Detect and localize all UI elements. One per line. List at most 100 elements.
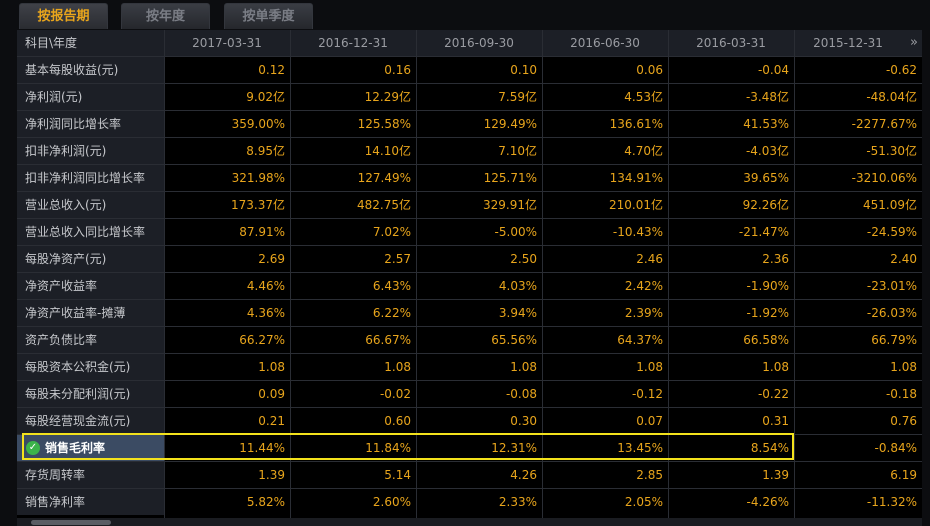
row-divider (17, 488, 922, 489)
value-cell: 0.10 (510, 63, 537, 77)
row-label-text: 营业总收入(元) (25, 198, 107, 212)
value-cell: 136.61% (609, 117, 663, 131)
column-divider (794, 30, 795, 518)
table-row[interactable]: 扣非净利润同比增长率 321.98% 127.49% 125.71% 134.91% 39… (17, 165, 922, 191)
period-header[interactable]: 2016-03-31 (668, 30, 794, 56)
value-cell: 173.37亿 (231, 198, 285, 212)
column-divider (164, 30, 165, 518)
tab-by-report-period[interactable]: 按报告期 (19, 3, 108, 29)
row-label: 每股净资产(元) (17, 246, 164, 272)
value-cell: 2.33% (498, 495, 537, 509)
table-row[interactable]: 销售净利率 5.82% 2.60% 2.33% 2.05% -4.26% -11.32% (17, 489, 922, 515)
value-cell: 1.08 (636, 360, 663, 374)
tab-by-quarter[interactable]: 按单季度 (224, 3, 313, 29)
value-cell: 39.65% (743, 171, 789, 185)
table-row[interactable]: 基本每股收益(元) 0.12 0.16 0.10 0.06 -0.04 -0.62 (17, 57, 922, 83)
row-divider (17, 353, 922, 354)
row-label-text: 每股资本公积金(元) (25, 360, 131, 374)
value-cell: 2.40 (890, 252, 917, 266)
value-cell: 66.67% (365, 333, 411, 347)
value-cell: 2.46 (636, 252, 663, 266)
value-cell: 12.31% (491, 441, 537, 455)
table-row[interactable]: 营业总收入(元) 173.37亿 482.75亿 329.91亿 210.01亿 92.2… (17, 192, 922, 218)
period-header[interactable]: 2015-12-31 (794, 30, 922, 56)
period-header[interactable]: 2016-06-30 (542, 30, 668, 56)
value-cell: -23.01% (866, 279, 917, 293)
value-cell: 2.50 (510, 252, 537, 266)
value-cell: 0.76 (890, 414, 917, 428)
value-cell: 7.59亿 (498, 90, 537, 104)
table-row[interactable]: 每股未分配利润(元) 0.09 -0.02 -0.08 -0.12 -0.22 -0.18 (17, 381, 922, 407)
row-label-text: 扣非净利润同比增长率 (25, 171, 146, 185)
period-header[interactable]: 2017-03-31 (164, 30, 290, 56)
row-divider (17, 326, 922, 327)
table-row[interactable]: 每股经营现金流(元) 0.21 0.60 0.30 0.07 0.31 0.76 (17, 408, 922, 434)
value-cell: 1.08 (384, 360, 411, 374)
scrollbar-thumb[interactable] (31, 520, 111, 525)
value-cell: 14.10亿 (364, 144, 411, 158)
value-cell: -24.59% (866, 225, 917, 239)
row-label-text: 净资产收益率-摊薄 (25, 306, 126, 320)
tab-bar: 按报告期 按年度 按单季度 (0, 0, 930, 30)
value-cell: -0.62 (885, 63, 917, 77)
row-label: 扣非净利润(元) (17, 138, 164, 164)
value-cell: 8.54% (750, 441, 789, 455)
value-cell: -3.48亿 (745, 90, 789, 104)
value-cell: 482.75亿 (357, 198, 411, 212)
horizontal-scrollbar[interactable] (17, 518, 922, 526)
value-cell: 0.07 (636, 414, 663, 428)
double-chevron-right-icon[interactable]: » (910, 35, 918, 50)
table-row[interactable]: 扣非净利润(元) 8.95亿 14.10亿 7.10亿 4.70亿 -4.03亿 -51.3… (17, 138, 922, 164)
value-cell: -1.90% (746, 279, 789, 293)
value-cell: 2.05% (624, 495, 663, 509)
value-cell: 127.49% (357, 171, 411, 185)
value-cell: 4.70亿 (624, 144, 663, 158)
row-divider (17, 407, 922, 408)
value-cell: -5.00% (494, 225, 537, 239)
value-cell: 11.84% (365, 441, 411, 455)
value-cell: 0.06 (636, 63, 663, 77)
value-cell: -26.03% (866, 306, 917, 320)
value-cell: 66.27% (239, 333, 285, 347)
value-cell: -3210.06% (851, 171, 917, 185)
value-cell: 92.26亿 (742, 198, 789, 212)
value-cell: 3.94% (498, 306, 537, 320)
value-cell: 125.58% (357, 117, 411, 131)
table-row-highlighted[interactable]: ✓ 销售毛利率 11.44% 11.84% 12.31% 13.45% 8.54% -0.84… (17, 435, 922, 461)
table-row[interactable]: 每股资本公积金(元) 1.08 1.08 1.08 1.08 1.08 1.08 (17, 354, 922, 380)
table-row[interactable]: 净资产收益率-摊薄 4.36% 6.22% 3.94% 2.39% -1.92% -26.0… (17, 300, 922, 326)
value-cell: 2.60% (372, 495, 411, 509)
period-header[interactable]: 2016-09-30 (416, 30, 542, 56)
column-divider (290, 30, 291, 518)
table-row[interactable]: 存货周转率 1.39 5.14 4.26 2.85 1.39 6.19 (17, 462, 922, 488)
row-divider (17, 110, 922, 111)
value-cell: 321.98% (231, 171, 285, 185)
table-row[interactable]: 净利润同比增长率 359.00% 125.58% 129.49% 136.61% 41.5… (17, 111, 922, 137)
value-cell: 5.82% (246, 495, 285, 509)
row-divider (17, 137, 922, 138)
value-cell: -4.03亿 (745, 144, 789, 158)
table-row[interactable]: 资产负债比率 66.27% 66.67% 65.56% 64.37% 66.58% 66.7… (17, 327, 922, 353)
value-cell: 4.03% (498, 279, 537, 293)
value-cell: 41.53% (743, 117, 789, 131)
tab-by-year[interactable]: 按年度 (121, 3, 210, 29)
row-label: 扣非净利润同比增长率 (17, 165, 164, 191)
table-row[interactable]: 净利润(元) 9.02亿 12.29亿 7.59亿 4.53亿 -3.48亿 -48.04亿 (17, 84, 922, 110)
table-row[interactable]: 每股净资产(元) 2.69 2.57 2.50 2.46 2.36 2.40 (17, 246, 922, 272)
check-circle-icon: ✓ (26, 441, 40, 455)
value-cell: -0.84% (874, 441, 917, 455)
row-divider (17, 272, 922, 273)
value-cell: 2.57 (384, 252, 411, 266)
table-row[interactable]: 净资产收益率 4.46% 6.43% 4.03% 2.42% -1.90% -23.01% (17, 273, 922, 299)
row-label-text: 基本每股收益(元) (25, 63, 119, 77)
value-cell: 0.09 (258, 387, 285, 401)
value-cell: 8.95亿 (246, 144, 285, 158)
value-cell: 210.01亿 (609, 198, 663, 212)
value-cell: 4.46% (246, 279, 285, 293)
period-header[interactable]: 2016-12-31 (290, 30, 416, 56)
financial-data-grid: 科目\年度 2017-03-31 2016-12-31 2016-09-30 2016-… (17, 30, 922, 518)
header-label: 科目\年度 (17, 30, 164, 56)
table-row[interactable]: 营业总收入同比增长率 87.91% 7.02% -5.00% -10.43% -21.47… (17, 219, 922, 245)
value-cell: 0.12 (258, 63, 285, 77)
